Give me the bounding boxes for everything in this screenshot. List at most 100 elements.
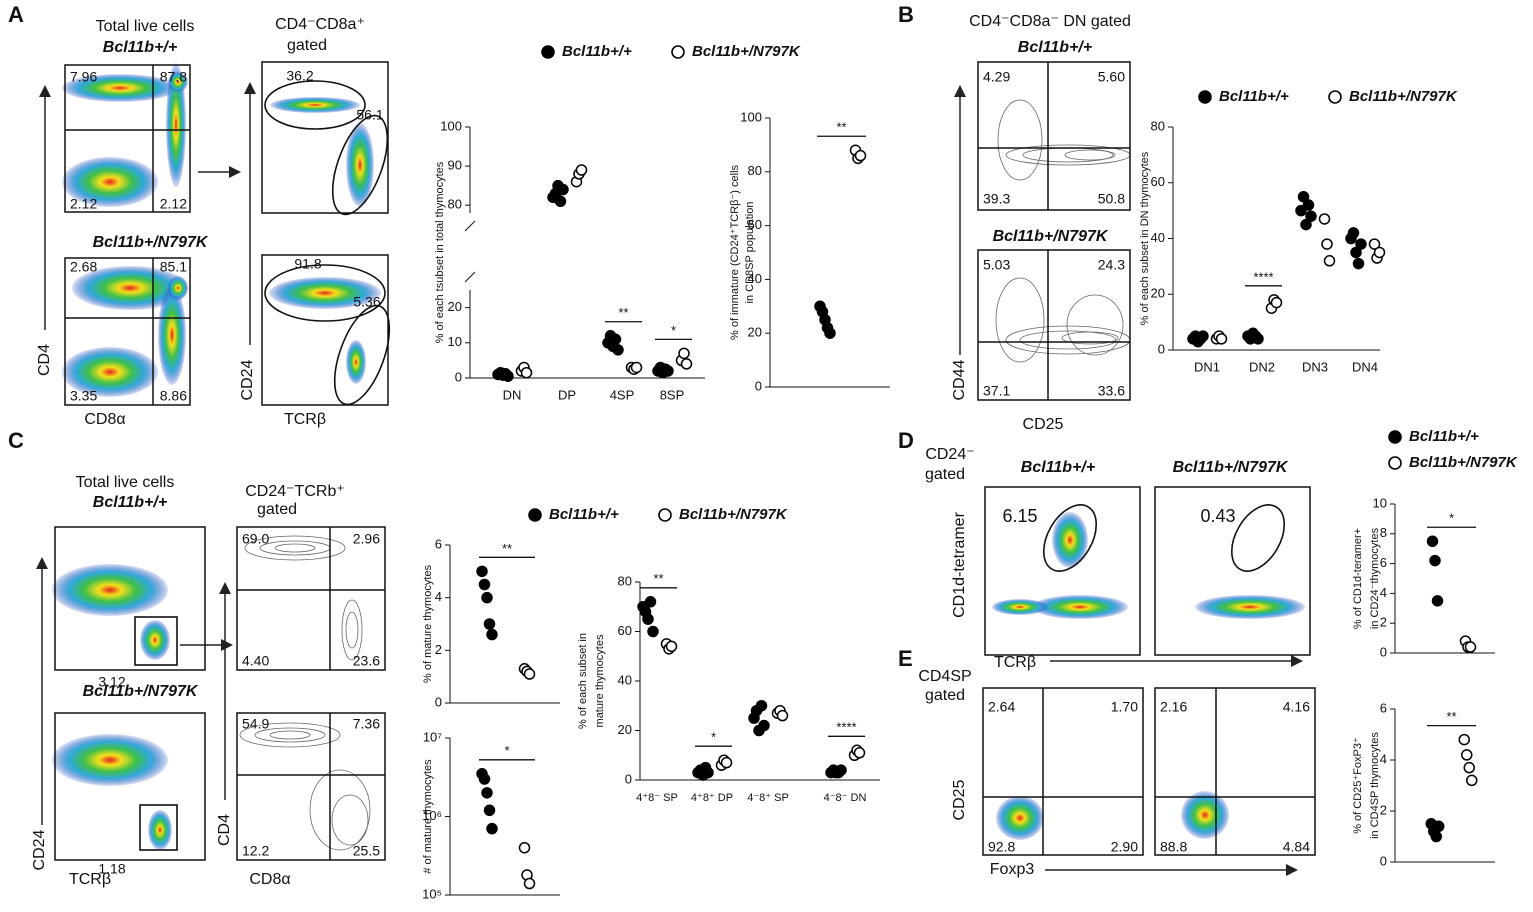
gate-percentage: 2.12 — [160, 196, 187, 212]
x-tick-label: DN — [503, 387, 522, 402]
plot-frame — [64, 64, 191, 213]
gate-percentage: 7.96 — [70, 69, 97, 85]
y-axis-title: % of CD1d-teramer+ — [1352, 528, 1364, 629]
flow-plot: 2.64 1.70 92.8 2.90 — [982, 687, 1144, 856]
data-point — [1297, 190, 1310, 203]
y-tick-label: 20 — [618, 722, 632, 737]
density — [52, 734, 168, 786]
panel-a-labels: Total live cells Bcl11b+/+ Bcl11b+/N797K… — [36, 16, 365, 428]
y-tick-label: 4 — [1380, 585, 1387, 600]
strip-chart: 0 2 4 6 8 10 % of CD1d-teramer+ in CD24⁻thymocy… — [1352, 428, 1518, 659]
y-tick-label: 0 — [1380, 853, 1387, 868]
x-tick-label: DN3 — [1302, 359, 1328, 374]
y-tick-label: 20 — [448, 299, 462, 314]
contour — [341, 599, 363, 661]
contour — [331, 794, 369, 846]
strip-chart: 10⁵ 10⁶ 10⁷ # of mature thymocytes * — [422, 729, 560, 901]
legend-marker — [541, 45, 555, 59]
gate-percentage: 24.3 — [1098, 257, 1125, 273]
gate-percentage: 69.0 — [242, 531, 269, 547]
data-point — [478, 773, 491, 785]
axis-label: CD8α — [84, 411, 125, 428]
flow-plot: 7.96 87.8 2.12 2.12 — [62, 63, 191, 213]
data-point — [1430, 830, 1442, 843]
x-tick-label: DP — [558, 387, 576, 402]
panel-letter: A — [8, 2, 24, 27]
data-point — [1355, 238, 1367, 250]
contour — [1061, 331, 1119, 345]
data-point — [853, 747, 866, 759]
plot-frame — [54, 526, 206, 671]
gate-percentage: 25.5 — [353, 843, 380, 859]
flow-plot: 69.0 2.96 4.40 23.6 — [236, 526, 386, 671]
gate-percentage: 88.8 — [1160, 839, 1187, 855]
legend-label: Bcl11b+/+ — [549, 506, 619, 523]
data-point — [502, 370, 514, 382]
contour — [995, 277, 1045, 363]
data-point — [520, 366, 533, 379]
gate-percentage: 39.3 — [983, 191, 1010, 207]
density — [1181, 791, 1229, 839]
genotype: Bcl11b+/N797K — [993, 228, 1109, 245]
data-point — [609, 333, 622, 346]
gate-percentage: 2.16 — [1160, 699, 1187, 715]
plot-frame — [977, 249, 1131, 401]
data-point — [644, 596, 657, 608]
x-tick-label: DN4 — [1352, 359, 1378, 374]
gate-title: gated — [925, 687, 965, 704]
y-tick-label: 80 — [1151, 118, 1165, 133]
gate-title: gated — [925, 466, 965, 483]
gate-percentage: 4.29 — [983, 69, 1010, 85]
axis-label: CD25 — [1023, 416, 1064, 433]
legend-label: Bcl11b+/N797K — [1409, 454, 1518, 471]
gate-title: CD4⁻CD8a⁺ — [275, 16, 365, 33]
y-tick-label: 20 — [748, 325, 762, 340]
data-point — [702, 766, 714, 779]
population: Total live cells — [76, 474, 175, 491]
y-axis-title: in CD24⁻thymocytes — [1369, 527, 1381, 629]
contour — [1066, 294, 1124, 356]
y-tick-label: 0 — [1158, 341, 1165, 356]
gate-percentage: 5.60 — [1098, 69, 1125, 85]
legend-marker — [1388, 456, 1402, 470]
y-tick-label: 2 — [435, 642, 442, 657]
gate-title: gated — [257, 501, 297, 518]
density — [52, 564, 168, 616]
flow-plot: 54.9 7.36 12.2 25.5 — [236, 712, 386, 861]
y-tick-label: 10 — [1373, 495, 1387, 510]
y-axis-title: % of mature thymocytes — [422, 565, 434, 683]
y-tick-label: 10 — [448, 334, 462, 349]
legend-label: Bcl11b+/+ — [1409, 428, 1479, 445]
flow-plot: 36.2 56.1 — [261, 61, 389, 216]
data-point — [1352, 257, 1365, 270]
panel-d-labels: CD24⁻ gated Bcl11b+/+ Bcl11b+/N797K CD1d… — [925, 446, 1303, 671]
gate — [134, 616, 178, 666]
strip-chart: 0 2 4 6 % of mature thymocytes ** — [422, 536, 560, 709]
gate — [1042, 504, 1098, 572]
density — [158, 285, 186, 385]
y-tick-label: 100 — [440, 118, 462, 133]
significance: ** — [653, 571, 663, 586]
data-point — [1461, 749, 1473, 761]
y-tick-label: 90 — [448, 158, 462, 173]
plot-frame — [236, 526, 386, 671]
axis-label: TCRβ — [69, 871, 111, 888]
data-point — [483, 804, 496, 817]
data-point — [1197, 330, 1209, 342]
data-point — [1433, 820, 1445, 833]
gate-title: CD4⁻CD8a⁻ DN gated — [969, 13, 1131, 30]
data-point — [1302, 199, 1315, 211]
data-point — [1373, 246, 1386, 259]
significance: ** — [618, 305, 628, 320]
y-tick-label: 60 — [618, 623, 632, 638]
gate-percentage: 4.84 — [1283, 839, 1310, 855]
y-tick-label: 10⁵ — [422, 886, 442, 901]
gate-title: CD24⁻ — [925, 446, 974, 463]
x-tick-label: 4⁻8⁺ SP — [747, 792, 789, 804]
population: Total live cells — [96, 18, 195, 35]
data-point — [523, 877, 536, 890]
contour — [254, 727, 326, 743]
y-axis-title: % of each subset in DN thymocytes — [1139, 151, 1151, 325]
flow-plot: 5.03 24.3 37.1 33.6 — [977, 249, 1131, 401]
contour — [274, 543, 316, 553]
